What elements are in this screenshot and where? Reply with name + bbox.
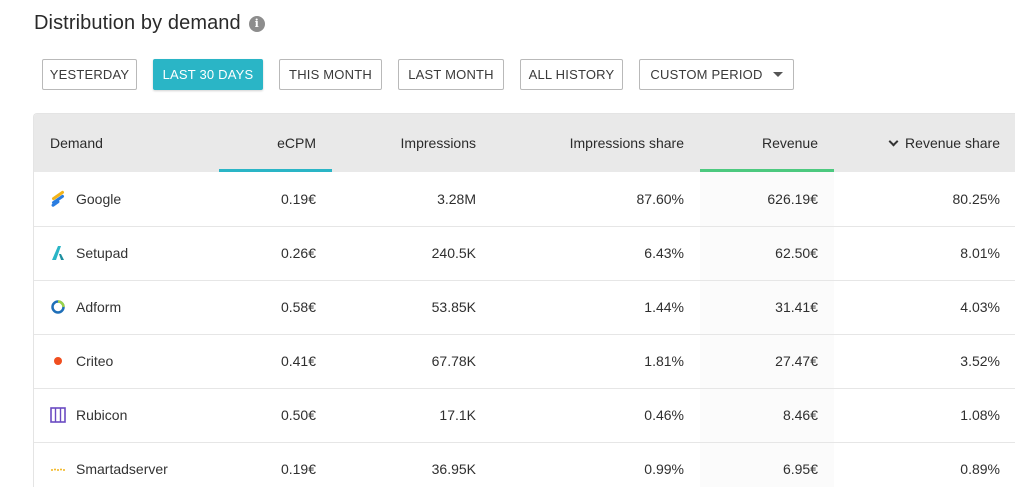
ecpm-cell: 0.58€ [219, 280, 332, 335]
revenue-cell: 626.19€ [700, 172, 834, 227]
impressions-cell: 67.78K [332, 334, 492, 389]
ecpm-cell: 0.26€ [219, 226, 332, 281]
column-header-revenue[interactable]: Revenue [700, 114, 834, 172]
filter-last-month-button[interactable]: LAST MONTH [398, 59, 504, 90]
demand-cell: Adform [34, 280, 219, 335]
criteo-logo-icon [50, 353, 66, 369]
impressions-cell: 240.5K [332, 226, 492, 281]
column-header-impressions-share[interactable]: Impressions share [492, 114, 700, 172]
revenue-share-cell: 0.89% [834, 442, 1015, 487]
impressions-cell: 36.95K [332, 442, 492, 487]
table-row: Setupad 0.26€ 240.5K 6.43% 62.50€ 8.01% [34, 226, 1015, 281]
adform-logo-icon [50, 299, 66, 315]
demand-cell: Criteo [34, 334, 219, 389]
demand-cell: Setupad [34, 226, 219, 281]
filter-all-history-button[interactable]: ALL HISTORY [520, 59, 623, 90]
filter-last-30-days-button[interactable]: LAST 30 DAYS [153, 59, 263, 90]
info-icon[interactable]: i [248, 15, 265, 32]
demand-name: Google [76, 190, 122, 207]
column-header-revenue-share-label: Revenue share [905, 135, 1000, 151]
setupad-logo-icon [50, 245, 66, 261]
column-header-impressions[interactable]: Impressions [332, 114, 492, 172]
ecpm-cell: 0.19€ [219, 172, 332, 227]
demand-table-container: Demand eCPM Impressions Impressions shar… [33, 113, 1015, 487]
impressions-share-cell: 1.44% [492, 280, 700, 335]
revenue-share-cell: 4.03% [834, 280, 1015, 335]
demand-cell: Google [34, 172, 219, 227]
google-logo-icon [50, 190, 66, 208]
ecpm-cell: 0.50€ [219, 388, 332, 443]
demand-cell: Rubicon [34, 388, 219, 443]
table-row: Criteo 0.41€ 67.78K 1.81% 27.47€ 3.52% [34, 334, 1015, 389]
revenue-cell: 8.46€ [700, 388, 834, 443]
revenue-cell: 31.41€ [700, 280, 834, 335]
impressions-cell: 17.1K [332, 388, 492, 443]
filter-this-month-button[interactable]: THIS MONTH [279, 59, 382, 90]
revenue-cell: 62.50€ [700, 226, 834, 281]
impressions-share-cell: 6.43% [492, 226, 700, 281]
impressions-cell: 53.85K [332, 280, 492, 335]
table-header-row: Demand eCPM Impressions Impressions shar… [34, 114, 1015, 172]
ecpm-cell: 0.41€ [219, 334, 332, 389]
revenue-cell: 27.47€ [700, 334, 834, 389]
page-header: Distribution by demand i [34, 12, 265, 35]
rubicon-logo-icon [50, 407, 66, 423]
impressions-share-cell: 87.60% [492, 172, 700, 227]
column-header-ecpm[interactable]: eCPM [219, 114, 332, 172]
demand-name: Rubicon [76, 407, 128, 423]
revenue-share-cell: 1.08% [834, 388, 1015, 443]
revenue-cell: 6.95€ [700, 442, 834, 487]
period-filter-bar: YESTERDAY LAST 30 DAYS THIS MONTH LAST M… [0, 59, 1015, 90]
revenue-share-cell: 3.52% [834, 334, 1015, 389]
custom-period-label: CUSTOM PERIOD [650, 67, 763, 82]
demand-name: Adform [76, 299, 122, 315]
column-header-revenue-share[interactable]: Revenue share [834, 114, 1015, 172]
demand-name: Setupad [76, 245, 129, 261]
demand-name: Smartadserver [76, 461, 168, 477]
impressions-share-cell: 1.81% [492, 334, 700, 389]
page-title: Distribution by demand [34, 12, 241, 34]
revenue-share-cell: 8.01% [834, 226, 1015, 281]
table-row: Rubicon 0.50€ 17.1K 0.46% 8.46€ 1.08% [34, 388, 1015, 443]
filter-yesterday-button[interactable]: YESTERDAY [42, 59, 137, 90]
column-header-demand[interactable]: Demand [34, 114, 219, 172]
table-row: Smartadserver 0.19€ 36.95K 0.99% 6.95€ 0… [34, 442, 1015, 487]
caret-down-icon [772, 72, 783, 77]
impressions-cell: 3.28M [332, 172, 492, 227]
demand-table: Demand eCPM Impressions Impressions shar… [34, 114, 1015, 487]
table-row: Google 0.19€ 3.28M 87.60% 626.19€ 80.25% [34, 172, 1015, 227]
demand-name: Criteo [76, 353, 114, 369]
revenue-share-cell: 80.25% [834, 172, 1015, 227]
impressions-share-cell: 0.46% [492, 388, 700, 443]
smartadserver-logo-icon [50, 461, 66, 477]
impressions-share-cell: 0.99% [492, 442, 700, 487]
sort-descending-icon [888, 136, 899, 147]
custom-period-dropdown[interactable]: CUSTOM PERIOD [639, 59, 794, 90]
ecpm-cell: 0.19€ [219, 442, 332, 487]
demand-cell: Smartadserver [34, 442, 219, 487]
table-row: Adform 0.58€ 53.85K 1.44% 31.41€ 4.03% [34, 280, 1015, 335]
